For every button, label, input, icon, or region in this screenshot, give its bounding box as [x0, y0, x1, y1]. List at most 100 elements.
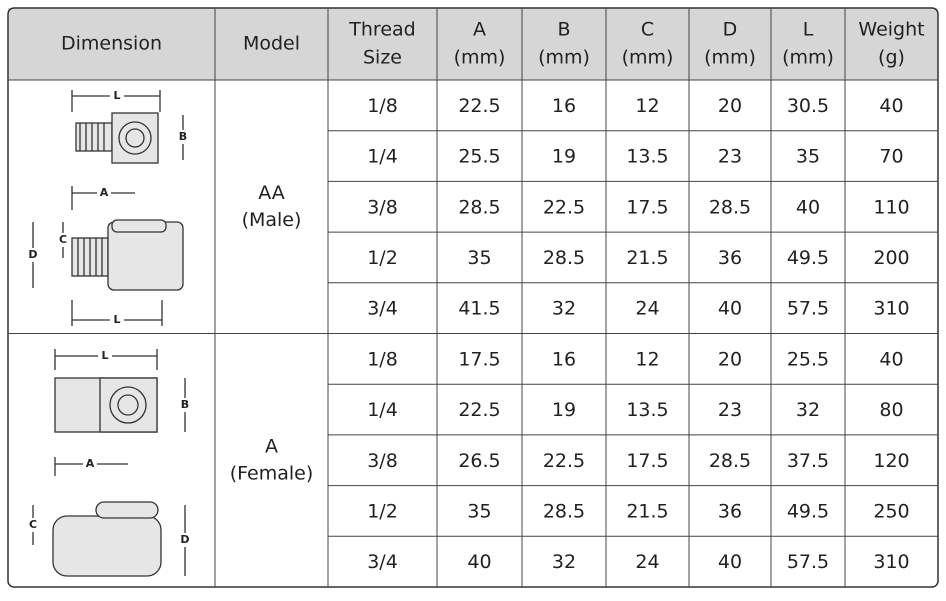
header-cell: (mm) [622, 47, 674, 69]
header-cell: C [641, 19, 654, 41]
header-cell: Size [363, 47, 402, 69]
cell: 310 [873, 551, 909, 573]
dimension-label: C [29, 518, 37, 531]
header-cell: (mm) [782, 47, 834, 69]
header-cell: (g) [878, 47, 905, 69]
cell: 16 [552, 348, 576, 370]
header-cell: A [473, 19, 486, 41]
cell: 200 [873, 247, 909, 269]
dimension-label: B [181, 398, 189, 411]
cell: 28.5 [709, 450, 751, 472]
cell: 21.5 [626, 500, 668, 522]
cell: 19 [552, 146, 576, 168]
cell: 23 [718, 146, 742, 168]
header-bg [8, 8, 938, 80]
cell: 40 [467, 551, 491, 573]
table-border [7, 7, 939, 588]
cell: 19 [552, 399, 576, 421]
label-bg [178, 398, 192, 412]
cell: 21.5 [626, 247, 668, 269]
cell: 28.5 [543, 500, 585, 522]
cell: 57.5 [787, 551, 829, 573]
cell: 1/8 [367, 95, 398, 117]
dimension-label: L [101, 349, 108, 362]
label-bg [97, 186, 111, 200]
label-bg [110, 313, 124, 327]
cell: 26.5 [458, 450, 500, 472]
cell: 12 [635, 95, 659, 117]
cell: 250 [873, 500, 909, 522]
header-cell: Dimension [61, 33, 162, 55]
model: A [265, 435, 278, 457]
drawing-a-top [54, 349, 186, 433]
dimension-label: L [113, 313, 120, 326]
header-cell: Model [243, 33, 300, 55]
cell: 110 [873, 196, 909, 218]
header-cell: D [723, 19, 738, 41]
cell: 25.5 [458, 146, 500, 168]
dimension-label: D [180, 533, 189, 546]
label-bg [110, 89, 124, 103]
cell: 17.5 [626, 196, 668, 218]
cell: 3/8 [367, 450, 398, 472]
model: (Male) [242, 209, 302, 231]
cell: 40 [879, 348, 903, 370]
drawing-aa-top [71, 90, 184, 164]
dimension-label: A [86, 457, 95, 470]
drawing-aa-bottom [32, 186, 184, 326]
cell: 28.5 [543, 247, 585, 269]
cell: 35 [467, 500, 491, 522]
cell: 32 [552, 551, 576, 573]
dimension-label: C [59, 233, 67, 246]
dimension-label: D [28, 248, 37, 261]
dimension-label: A [100, 186, 109, 199]
cell: 22.5 [543, 196, 585, 218]
cell: 22.5 [543, 450, 585, 472]
cell: 28.5 [709, 196, 751, 218]
label-bg [83, 457, 97, 471]
label-bg [178, 533, 192, 547]
cell: 40 [796, 196, 820, 218]
cell: 120 [873, 450, 909, 472]
cell: 310 [873, 298, 909, 320]
cell: 28.5 [458, 196, 500, 218]
cell: 17.5 [458, 348, 500, 370]
cell: 36 [718, 247, 742, 269]
label-bg [98, 349, 112, 363]
cell: 57.5 [787, 298, 829, 320]
header-cell: L [803, 19, 814, 41]
cell: 1/8 [367, 348, 398, 370]
cell: 36 [718, 500, 742, 522]
cell: 32 [552, 298, 576, 320]
header-cell: (mm) [454, 47, 506, 69]
cell: 1/4 [367, 146, 398, 168]
header-cell: (mm) [704, 47, 756, 69]
cell: 22.5 [458, 399, 500, 421]
model: (Female) [230, 462, 314, 484]
dimension-label: B [179, 130, 187, 143]
cell: 3/8 [367, 196, 398, 218]
cell: 13.5 [626, 399, 668, 421]
cell: 32 [796, 399, 820, 421]
cell: 35 [467, 247, 491, 269]
cell: 24 [635, 298, 659, 320]
cell: 17.5 [626, 450, 668, 472]
header-cell: B [557, 19, 570, 41]
cell: 1/2 [367, 500, 398, 522]
cell: 40 [879, 95, 903, 117]
cell: 41.5 [458, 298, 500, 320]
cell: 1/2 [367, 247, 398, 269]
model: AA [258, 182, 285, 204]
cell: 40 [718, 298, 742, 320]
cell: 3/4 [367, 551, 398, 573]
cell: 49.5 [787, 247, 829, 269]
label-bg [56, 233, 70, 247]
cell: 16 [552, 95, 576, 117]
cell: 49.5 [787, 500, 829, 522]
cell: 22.5 [458, 95, 500, 117]
cell: 30.5 [787, 95, 829, 117]
label-bg [26, 248, 40, 262]
label-bg [26, 518, 40, 532]
cell: 12 [635, 348, 659, 370]
header-cell: Thread [348, 19, 415, 41]
